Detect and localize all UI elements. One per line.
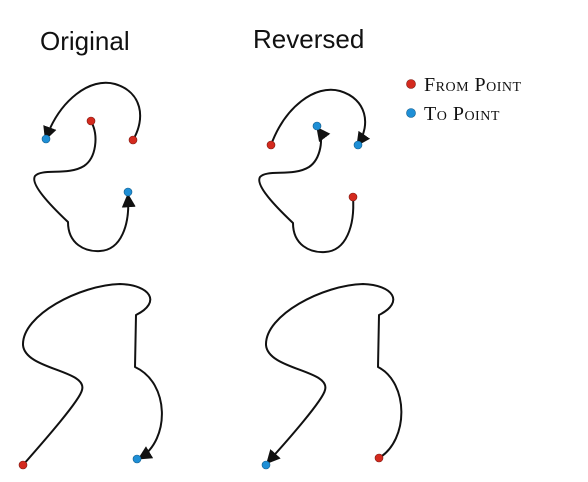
- original-top-from-point-1: [86, 116, 96, 126]
- legend-from-point-dot: [406, 79, 416, 89]
- reversed-top-to-point-2: [353, 140, 363, 150]
- original-top-from-point-2: [128, 135, 138, 145]
- reversed-bottom-from-point: [374, 453, 384, 463]
- legend-to-point-label: To Point: [424, 103, 500, 125]
- original-top-shape: [33, 81, 142, 253]
- reversed-bottom-path: [264, 283, 403, 465]
- original-top-arc: [43, 81, 142, 141]
- original-top-squiggle: [33, 120, 136, 253]
- reversed-top-shape: [258, 88, 371, 254]
- reversed-top-squiggle: [258, 126, 355, 254]
- reversed-top-from-point-2: [348, 192, 358, 202]
- original-bottom-path: [21, 283, 163, 466]
- legend-to-point-dot: [406, 108, 416, 118]
- reversed-top-from-point-1: [266, 140, 276, 150]
- reversed-bottom-to-point: [261, 460, 271, 470]
- title-original: Original: [40, 26, 130, 56]
- title-reversed: Reversed: [253, 24, 365, 54]
- reversed-top-to-point-1: [312, 121, 322, 131]
- reversed-top-arc: [270, 88, 371, 147]
- original-top-to-point-1: [41, 134, 51, 144]
- original-bottom-to-point: [132, 454, 142, 464]
- legend-from-point-label: From Point: [424, 74, 522, 96]
- original-bottom-shape: [18, 283, 163, 470]
- original-bottom-from-point: [18, 460, 28, 470]
- original-top-to-point-2: [123, 187, 133, 197]
- reversed-bottom-shape: [261, 283, 403, 470]
